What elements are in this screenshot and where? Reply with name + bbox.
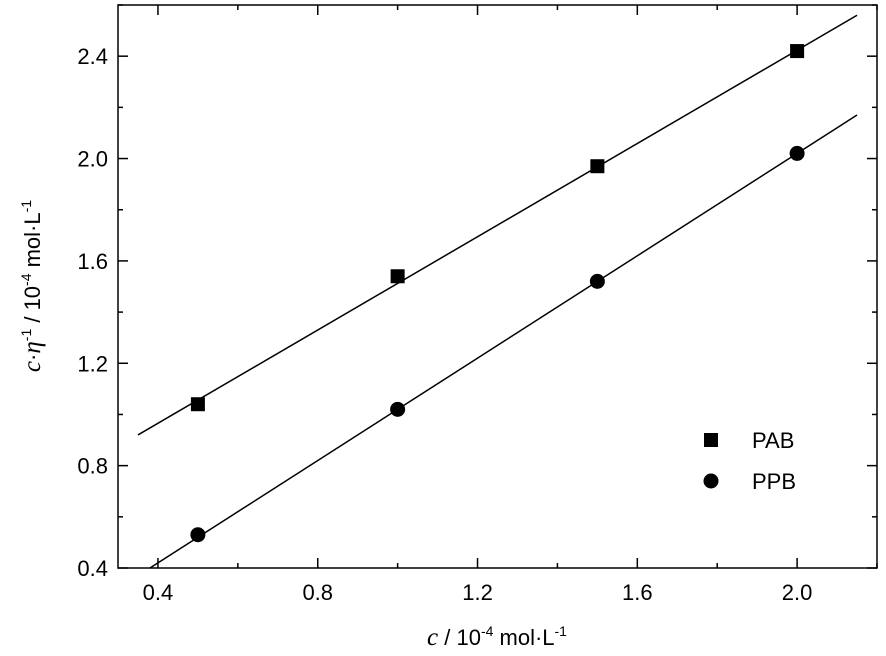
- y-tick-label: 2.4: [77, 44, 108, 69]
- fit-line-ppb: [148, 114, 858, 568]
- x-tick-label: 2.0: [782, 580, 813, 605]
- legend-label-pab: PAB: [752, 428, 794, 453]
- plot-frame: [117, 4, 878, 569]
- x-tick-label: 0.4: [143, 580, 174, 605]
- x-tick-label: 0.8: [302, 580, 333, 605]
- data-point-ppb: [390, 401, 406, 417]
- y-tick-label: 0.4: [77, 556, 108, 581]
- y-tick-label: 0.8: [77, 454, 108, 479]
- x-tick-label: 1.6: [622, 580, 653, 605]
- data-point-pab: [790, 44, 805, 59]
- fit-lines: [137, 14, 858, 568]
- x-axis-title: c / 10-4 mol·L-1: [427, 623, 567, 651]
- data-point-ppb: [789, 145, 805, 161]
- y-tick-label: 1.2: [77, 351, 108, 376]
- data-point-pab: [390, 269, 405, 284]
- x-tick-label: 1.2: [462, 580, 493, 605]
- y-tick-label: 1.6: [77, 249, 108, 274]
- y-axis-title: c·η-1 / 10-4 mol·L-1: [18, 200, 46, 372]
- ticks: 0.4 0.8 1.2 1.6 2.0 0.4 0.8 1.2 1.6 2.0 2.4: [77, 4, 878, 605]
- legend-label-ppb: PPB: [752, 469, 796, 494]
- data-point-pab: [590, 159, 605, 174]
- data-point-pab: [190, 397, 205, 412]
- legend-marker-pab: [704, 433, 718, 447]
- legend: PAB PPB: [703, 428, 796, 494]
- data-points: [190, 44, 805, 543]
- y-tick-label: 2.0: [77, 147, 108, 172]
- data-point-ppb: [589, 273, 605, 289]
- legend-marker-ppb: [703, 473, 719, 489]
- fit-line-pab: [137, 14, 858, 436]
- data-point-ppb: [190, 527, 206, 543]
